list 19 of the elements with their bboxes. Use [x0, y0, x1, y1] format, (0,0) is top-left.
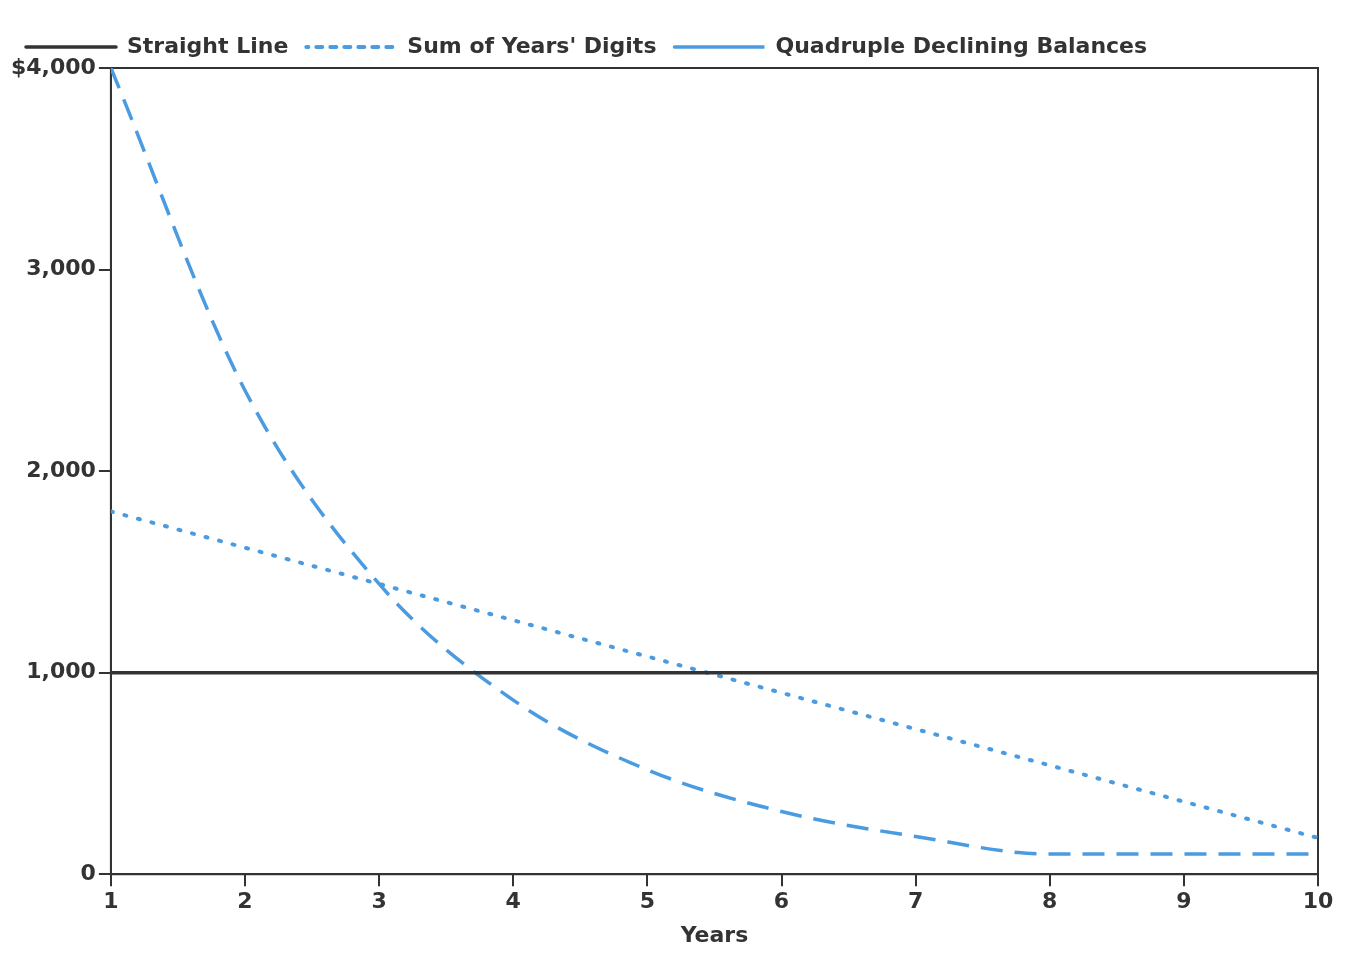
- y-tick-label: $4,000: [10, 53, 96, 79]
- x-tick-label: 6: [773, 888, 790, 914]
- legend-label: Quadruple Declining Balances: [775, 32, 1148, 58]
- x-tick-label: 4: [505, 888, 521, 914]
- y-tick-label: 1,000: [26, 658, 96, 684]
- y-tick-label: 2,000: [26, 456, 96, 482]
- x-tick-label: 1: [103, 888, 119, 914]
- x-tick-label: 7: [907, 888, 924, 914]
- x-tick-label: 3: [371, 888, 387, 914]
- x-tick-label: 2: [237, 888, 253, 914]
- x-axis-title: Years: [679, 921, 749, 947]
- x-tick-label: 9: [1176, 888, 1192, 914]
- x-tick-label: 5: [639, 888, 656, 914]
- legend-label: Straight Line: [127, 32, 289, 58]
- y-tick-label: 3,000: [26, 255, 96, 281]
- x-tick-label: 8: [1042, 888, 1058, 914]
- x-tick-label: 10: [1302, 888, 1334, 914]
- legend-label: Sum of Years' Digits: [407, 32, 657, 58]
- y-tick-label: 0: [80, 859, 96, 885]
